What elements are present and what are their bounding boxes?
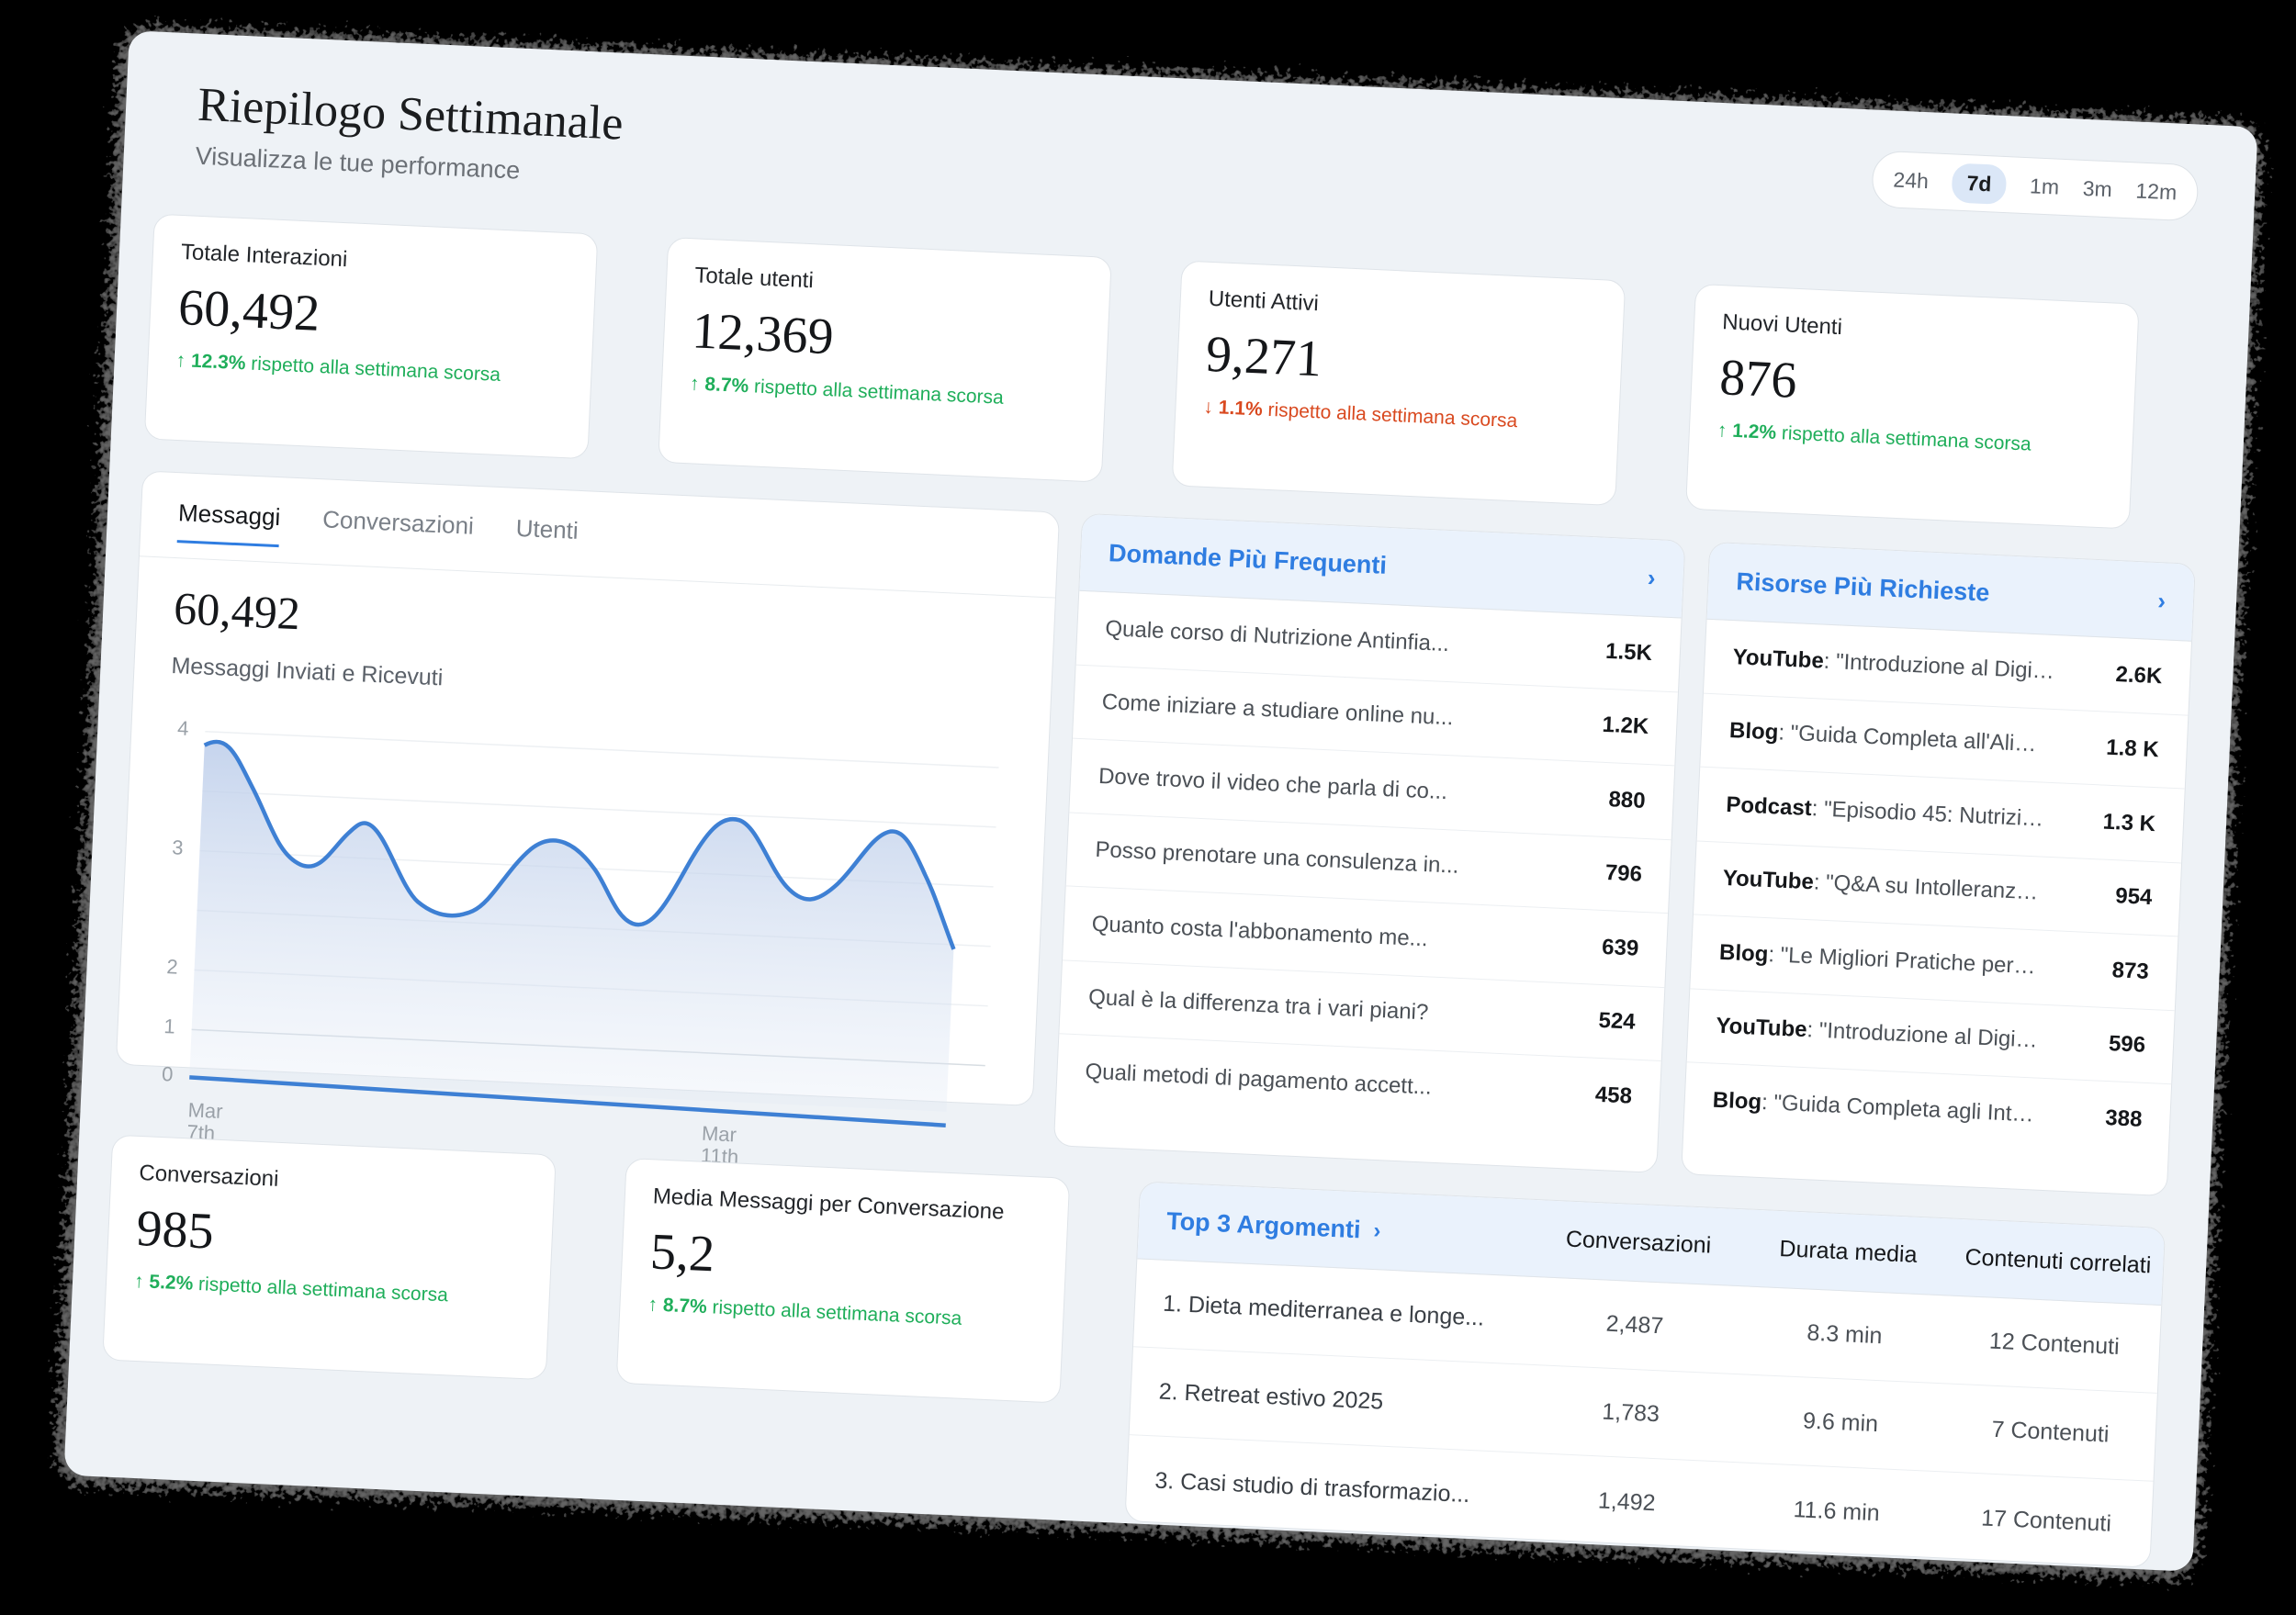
svg-text:Mar: Mar bbox=[187, 1098, 223, 1123]
svg-text:3: 3 bbox=[172, 836, 184, 859]
svg-text:0: 0 bbox=[162, 1062, 174, 1086]
svg-text:Mar: Mar bbox=[702, 1122, 737, 1147]
svg-text:1: 1 bbox=[163, 1015, 175, 1038]
svg-text:4: 4 bbox=[177, 716, 189, 740]
svg-text:2: 2 bbox=[166, 955, 178, 979]
